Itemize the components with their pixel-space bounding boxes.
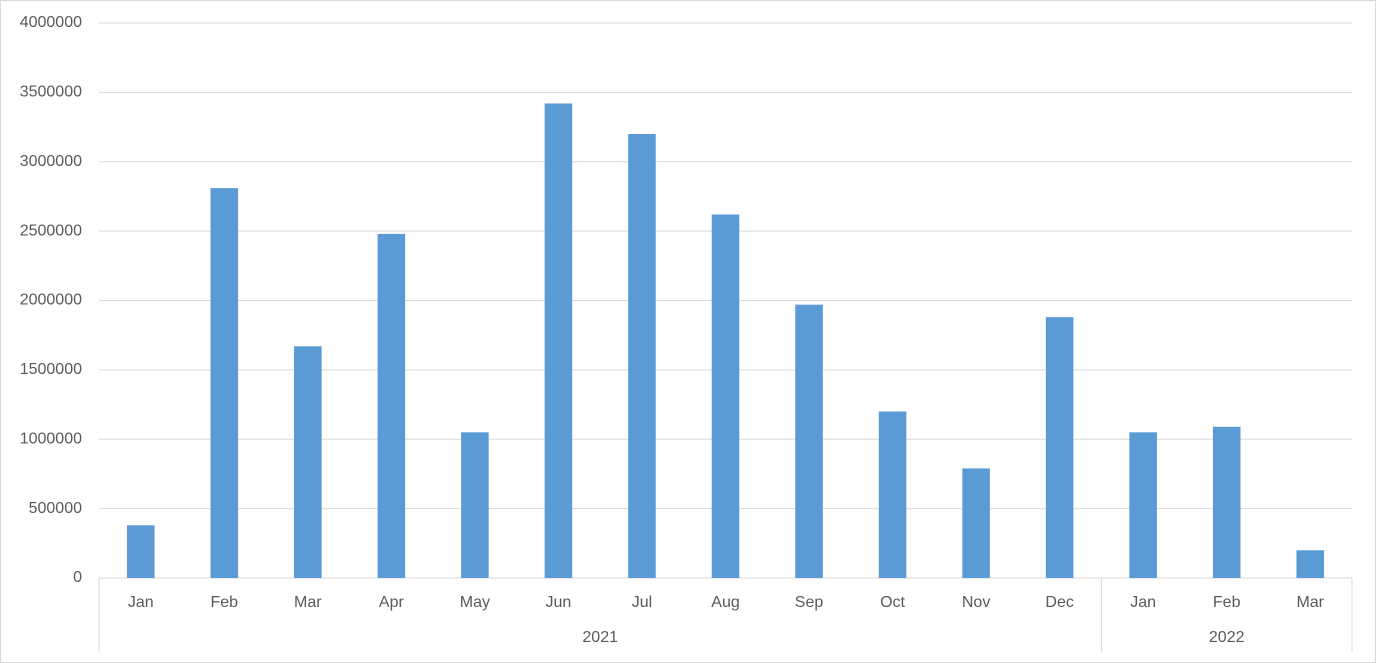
bar (544, 103, 573, 578)
y-tick-label: 1500000 (20, 361, 82, 378)
group-label: 2021 (582, 629, 618, 646)
bar (1212, 426, 1241, 578)
x-tick-label: Mar (294, 594, 322, 611)
y-tick-label: 4000000 (20, 14, 82, 31)
x-tick-label: Feb (1213, 594, 1241, 611)
group-label: 2022 (1209, 629, 1245, 646)
x-tick-label: Apr (379, 594, 405, 611)
y-tick-label: 500000 (29, 500, 82, 517)
bar (294, 346, 322, 578)
x-tick-label: Feb (211, 594, 239, 611)
x-tick-label: Dec (1045, 594, 1073, 611)
bar (962, 468, 990, 578)
bar (1296, 550, 1325, 578)
bar (878, 411, 907, 578)
bar (126, 525, 155, 578)
x-tick-label: Mar (1296, 594, 1324, 611)
y-tick-label: 3000000 (20, 153, 82, 170)
y-tick-label: 0 (73, 569, 82, 586)
bar (628, 134, 656, 578)
bar (795, 304, 823, 578)
x-tick-label: Jan (1130, 594, 1156, 611)
x-tick-label: Jul (632, 594, 652, 611)
bar (461, 432, 489, 578)
x-tick-label: Jan (128, 594, 154, 611)
bar (210, 188, 239, 579)
x-tick-label: Jun (546, 594, 572, 611)
y-tick-label: 1000000 (20, 430, 82, 447)
x-tick-label: Oct (880, 594, 905, 611)
bar (1129, 432, 1157, 578)
x-tick-label: Sep (795, 594, 824, 611)
y-tick-label: 3500000 (20, 84, 82, 101)
x-tick-label: May (460, 594, 490, 611)
y-tick-label: 2000000 (20, 292, 82, 309)
x-tick-label: Nov (962, 594, 990, 611)
bar (377, 233, 406, 578)
x-tick-label: Aug (711, 594, 739, 611)
bar (1045, 317, 1074, 578)
bar (711, 214, 740, 578)
y-tick-label: 2500000 (20, 222, 82, 239)
